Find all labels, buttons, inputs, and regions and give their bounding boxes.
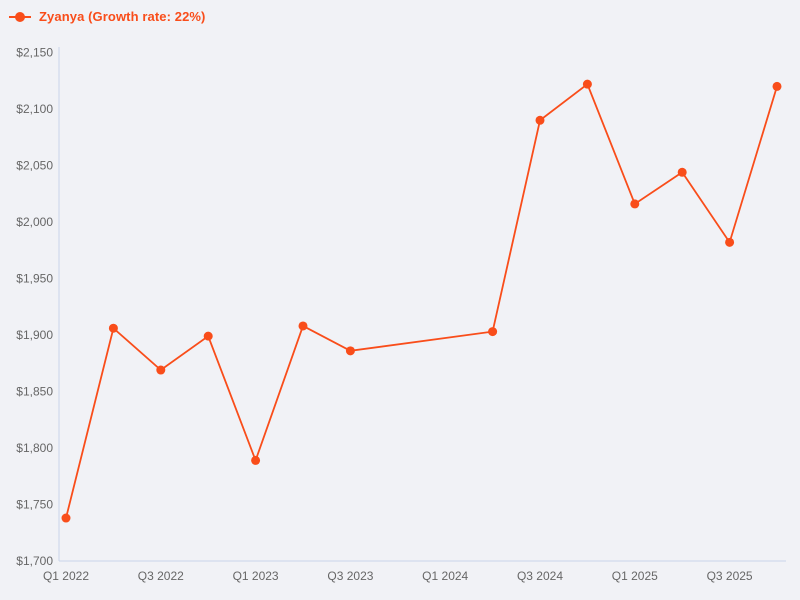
x-tick-label: Q1 2025 xyxy=(612,569,658,583)
y-tick-label: $2,100 xyxy=(16,102,53,116)
data-point-q3-2023[interactable] xyxy=(345,346,355,356)
x-tick-label: Q3 2025 xyxy=(707,569,753,583)
y-tick-label: $2,150 xyxy=(16,46,53,60)
series-line xyxy=(65,82,778,519)
data-point-q3-2022[interactable] xyxy=(156,365,166,375)
data-point-q3-2025[interactable] xyxy=(725,237,735,247)
data-point-q2-2024[interactable] xyxy=(488,327,498,337)
data-point-q1-2022[interactable] xyxy=(61,513,71,523)
data-point-q2-2023[interactable] xyxy=(298,321,308,331)
data-point-q2-2022[interactable] xyxy=(108,323,118,333)
y-tick-label: $1,900 xyxy=(16,328,53,342)
data-point-q1-2025[interactable] xyxy=(630,199,640,209)
data-point-q3-2024[interactable] xyxy=(535,115,545,125)
legend-dot-icon xyxy=(15,11,25,22)
legend-label: Zyanya (Growth rate: 22%) xyxy=(39,9,206,24)
x-tick-label: Q3 2023 xyxy=(327,569,373,583)
data-point-q4-2022[interactable] xyxy=(203,331,213,341)
x-tick-label: Q3 2022 xyxy=(138,569,184,583)
y-tick-label: $1,750 xyxy=(16,498,53,512)
data-point-q2-2025[interactable] xyxy=(677,167,687,177)
data-point-q1-2023[interactable] xyxy=(251,455,261,465)
y-tick-label: $2,050 xyxy=(16,159,53,173)
data-point-q4-2025[interactable] xyxy=(772,81,782,91)
x-tick-label: Q1 2022 xyxy=(43,569,89,583)
data-point-q4-2024[interactable] xyxy=(582,79,592,89)
y-tick-label: $2,000 xyxy=(16,215,53,229)
y-tick-label: $1,700 xyxy=(16,554,53,568)
x-tick-label: Q1 2023 xyxy=(233,569,279,583)
y-tick-label: $1,950 xyxy=(16,272,53,286)
x-tick-label: Q3 2024 xyxy=(517,569,563,583)
legend-marker-icon xyxy=(9,10,31,24)
y-tick-label: $1,800 xyxy=(16,441,53,455)
legend-item-zyanya[interactable]: Zyanya (Growth rate: 22%) xyxy=(9,9,206,24)
y-tick-label: $1,850 xyxy=(16,385,53,399)
x-tick-label: Q1 2024 xyxy=(422,569,468,583)
